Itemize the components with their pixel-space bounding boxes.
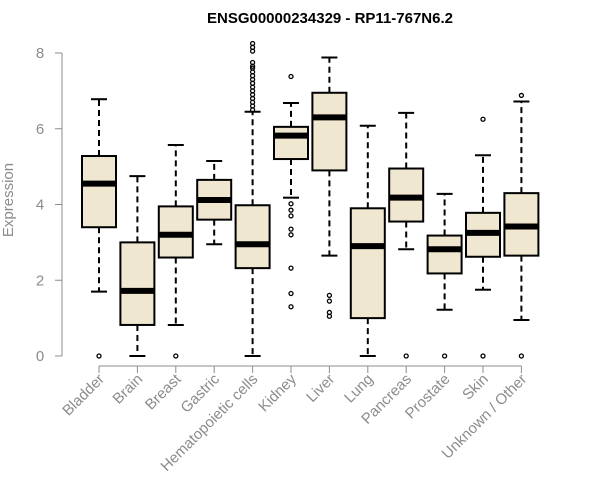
outlier-point [288,265,294,271]
outlier-point [288,73,294,80]
outlier-point [288,226,294,232]
outlier-point [288,201,294,207]
box [273,125,309,161]
x-tick-label: Bladder [59,371,108,420]
outlier-point [403,353,409,359]
outlier-point [518,353,525,359]
box-group [273,73,309,310]
outlier-point [96,353,102,359]
outlier-point [249,40,256,47]
x-tick-label: Lung [341,371,377,407]
outlier-point [326,292,333,299]
box [426,234,463,275]
x-tick-label: Brain [109,371,146,408]
box-group [119,175,156,357]
box-group [196,159,233,246]
outlier-point [288,290,294,297]
outlier-point [441,353,448,359]
x-tick-label: Skin [459,371,492,404]
outlier-point [480,116,486,122]
box-group [349,124,386,357]
outlier-point [288,213,294,219]
box [311,91,348,172]
box-group [465,116,501,359]
box-group [234,40,271,357]
chart-title: ENSG00000234329 - RP11-767N6.2 [207,10,453,27]
x-tick-label: Kidney [255,370,300,415]
y-tick-label: 2 [36,272,44,289]
x-tick-label: Liver [303,371,338,406]
box-group [311,56,348,319]
outlier-point [173,353,179,359]
outlier-point [288,304,294,310]
box-group [503,92,540,359]
outlier-point [249,65,256,71]
box-group [426,192,463,359]
outlier-point [288,232,294,238]
y-axis-label: Expression [0,163,17,237]
box [349,207,386,320]
outlier-point [480,353,486,359]
y-tick-label: 4 [36,197,44,214]
y-tick-label: 8 [36,45,44,62]
box [81,155,117,229]
y-tick-label: 6 [36,121,44,138]
box [119,241,156,326]
outlier-point [326,298,333,304]
box [234,204,271,270]
outlier-point [518,92,525,99]
outlier-point [326,313,333,319]
box-group [81,98,117,359]
box-group [388,111,425,359]
box-group [157,144,194,359]
outlier-point [288,207,294,213]
plot-area [81,40,540,359]
outlier-point [249,59,256,66]
y-tick-label: 0 [36,348,44,365]
